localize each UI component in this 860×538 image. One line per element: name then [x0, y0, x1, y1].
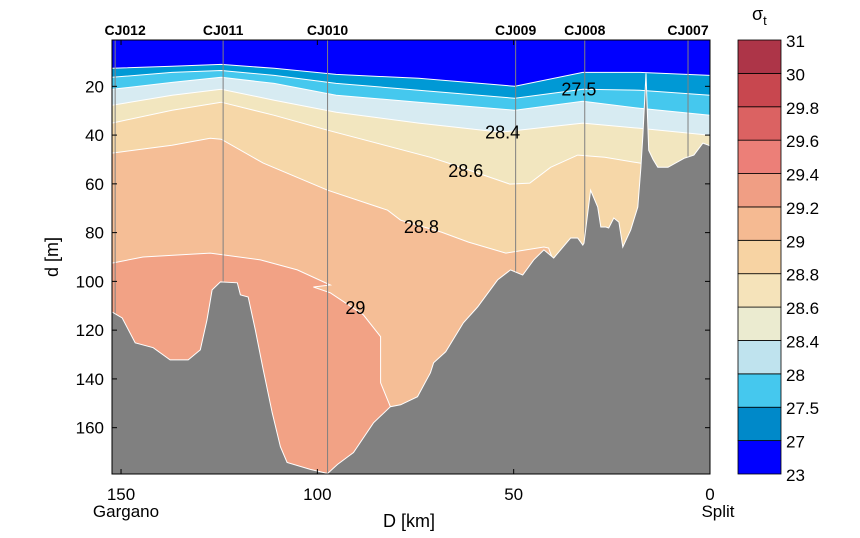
x-tick-label: 50	[504, 485, 523, 504]
y-tick-label: 40	[85, 126, 104, 145]
colorbar-band	[737, 406, 782, 442]
colorbar-band	[737, 206, 782, 241]
colorbar-band	[737, 106, 782, 141]
bathymetry	[112, 73, 710, 474]
colorbar-band	[737, 139, 782, 174]
contour-label: 29	[345, 298, 365, 318]
isoline-27-5	[112, 69, 710, 99]
y-tick-label: 160	[76, 419, 104, 438]
contour-labels: 27.5 28.428.6 28.8 29	[345, 79, 596, 318]
colorbar-tick-label: 28.4	[786, 332, 819, 351]
plot-frame	[111, 39, 711, 475]
y-tick-label: 60	[85, 175, 104, 194]
station-label: CJ007	[667, 22, 708, 38]
colorbar-tick-label: 29	[786, 232, 805, 251]
plot-area: 27.5 28.428.6 28.8 29	[112, 40, 710, 474]
isolines	[112, 63, 710, 453]
colorbar-tick-label: 29.2	[786, 199, 819, 218]
endpoint-label-right: Split	[701, 502, 734, 521]
station-label: CJ012	[105, 22, 146, 38]
isoline-27	[112, 63, 710, 87]
contour-label: 28.8	[404, 217, 439, 237]
isoline-29	[112, 252, 710, 453]
colorbar-band	[737, 273, 782, 308]
isoline-28-8	[112, 137, 710, 282]
x-tick-label: 100	[303, 485, 331, 504]
station-label: CJ011	[203, 22, 244, 38]
axis-ticks: 20 40 60 80 100 120 140 160 150 100 50 0	[76, 40, 715, 504]
colorbar-band	[737, 39, 782, 74]
station-label: CJ008	[564, 22, 605, 38]
endpoint-label-left: Gargano	[93, 502, 159, 521]
y-tick-label: 120	[76, 321, 104, 340]
colorbar-title-symbol: σ	[752, 4, 763, 24]
colorbar-tick-label: 29.6	[786, 132, 819, 151]
colorbar-tick-label: 23	[786, 466, 805, 485]
colorbar-band	[737, 440, 782, 475]
x-tick-label: 0	[705, 485, 714, 504]
x-axis-label: D [km]	[383, 511, 435, 531]
colorbar-tick-label: 31	[786, 32, 805, 51]
isoline-28-4	[112, 88, 710, 136]
colorbar-band	[737, 72, 782, 108]
colorbar-band	[737, 173, 782, 208]
contour-label: 28.6	[448, 161, 483, 181]
colorbar: 23 27 27.5 28 28.4 28.6 28.8 29 29.2 29.4 29.6 29.8…	[737, 32, 819, 485]
colorbar-tick-label: 28.6	[786, 299, 819, 318]
colorbar-tick-label: 29.4	[786, 166, 819, 185]
colorbar-title: σt	[752, 4, 767, 28]
y-tick-label: 80	[85, 224, 104, 243]
colorbar-tick-label: 27.5	[786, 399, 819, 418]
station-label: CJ009	[495, 22, 536, 38]
density-band-above-27	[112, 40, 710, 87]
colorbar-band	[737, 306, 782, 341]
station-labels: CJ012 CJ011 CJ010 CJ009 CJ008 CJ007	[105, 22, 709, 38]
isoline-28-6	[112, 101, 710, 185]
colorbar-band	[737, 239, 782, 275]
isoline-28	[112, 76, 710, 116]
colorbar-band	[737, 340, 782, 375]
colorbar-tick-label: 28	[786, 366, 805, 385]
y-tick-label: 140	[76, 370, 104, 389]
y-tick-label: 20	[85, 77, 104, 96]
y-axis-label: d [m]	[42, 237, 62, 277]
colorbar-tick-label: 30	[786, 65, 805, 84]
y-tick-label: 100	[76, 272, 104, 291]
x-tick-label: 150	[107, 485, 135, 504]
contour-label: 28.4	[485, 122, 520, 142]
station-label: CJ010	[307, 22, 348, 38]
colorbar-tick-label: 29.8	[786, 99, 819, 118]
colorbar-title-subscript: t	[763, 13, 767, 28]
colorbar-tick-label: 27	[786, 433, 805, 452]
colorbar-tick-label: 28.8	[786, 266, 819, 285]
contour-label: 27.5	[561, 79, 596, 99]
colorbar-band	[737, 373, 782, 408]
